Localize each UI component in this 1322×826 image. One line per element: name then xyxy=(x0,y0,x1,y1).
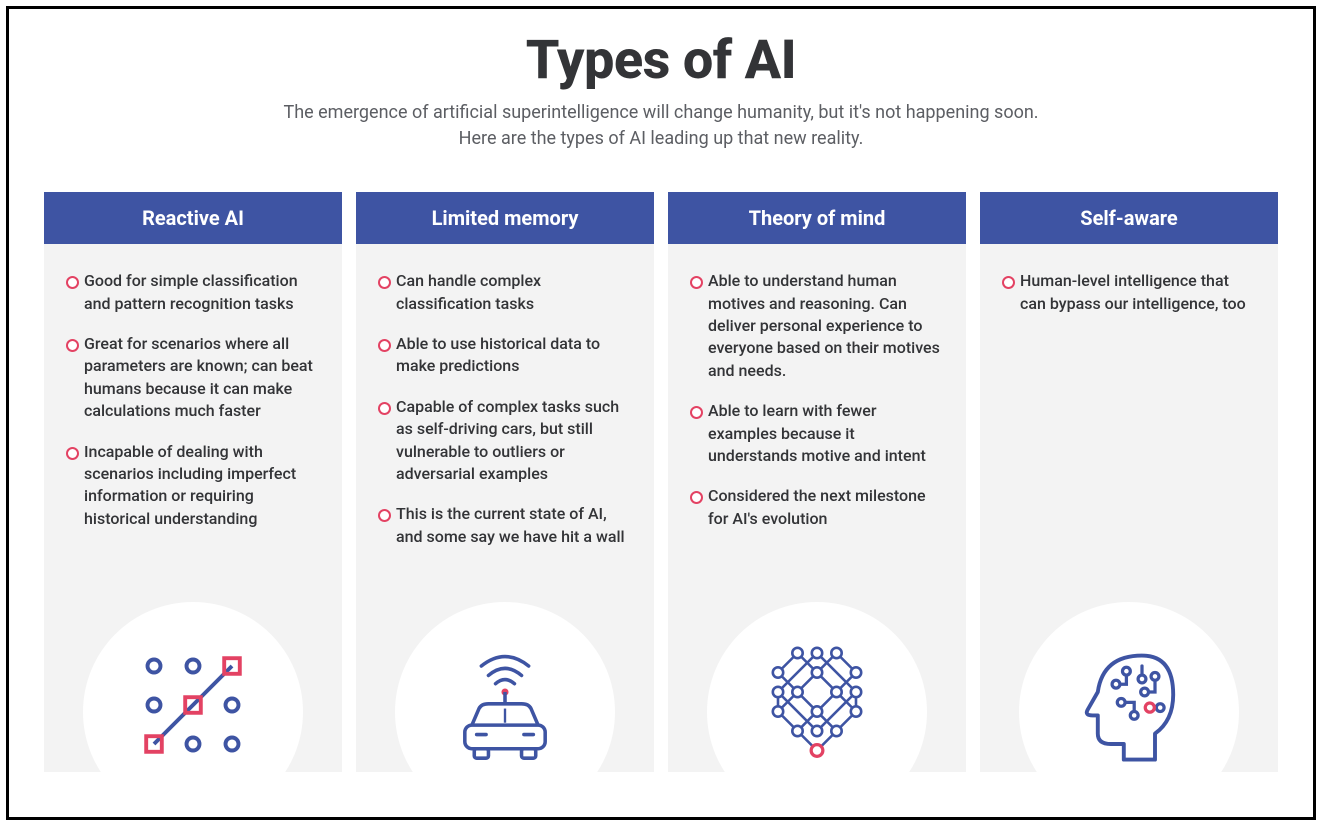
bullet-item: Considered the next milestone for AI's e… xyxy=(690,485,944,530)
subtitle-line-2: Here are the types of AI leading up that… xyxy=(459,128,864,149)
bullet-item: Good for simple classification and patte… xyxy=(66,270,320,315)
pattern-dots-icon xyxy=(128,640,258,770)
bullet-item: Capable of complex tasks such as self-dr… xyxy=(378,396,632,486)
bullet-item: Able to use historical data to make pred… xyxy=(378,333,632,378)
circuit-head-icon xyxy=(1064,640,1194,770)
bullet-item: Incapable of dealing with scenarios incl… xyxy=(66,441,320,531)
bullet-item: This is the current state of AI, and som… xyxy=(378,503,632,548)
bullet-item: Able to understand human motives and rea… xyxy=(690,270,944,382)
subtitle-line-1: The emergence of artificial superintelli… xyxy=(283,102,1038,123)
column-header: Reactive AI xyxy=(44,192,342,244)
bullet-list: Good for simple classification and patte… xyxy=(66,270,320,530)
column-reactive-ai: Reactive AI Good for simple classificati… xyxy=(44,192,342,772)
column-header: Limited memory xyxy=(356,192,654,244)
page-subtitle: The emergence of artificial superintelli… xyxy=(44,100,1278,152)
column-self-aware: Self-aware Human-level intelligence that… xyxy=(980,192,1278,772)
column-theory-of-mind: Theory of mind Able to understand human … xyxy=(668,192,966,772)
column-limited-memory: Limited memory Can handle complex classi… xyxy=(356,192,654,772)
self-driving-car-icon xyxy=(440,640,570,770)
bullet-item: Great for scenarios where all parameters… xyxy=(66,333,320,423)
bullet-list: Can handle complex classification tasks … xyxy=(378,270,632,548)
column-header: Self-aware xyxy=(980,192,1278,244)
bullet-list: Able to understand human motives and rea… xyxy=(690,270,944,530)
bullet-item: Can handle complex classification tasks xyxy=(378,270,632,315)
bullet-item: Able to learn with fewer examples becaus… xyxy=(690,400,944,467)
bullet-list: Human-level intelligence that can bypass… xyxy=(1002,270,1256,315)
bullet-item: Human-level intelligence that can bypass… xyxy=(1002,270,1256,315)
page-title: Types of AI xyxy=(44,29,1278,92)
infographic-frame: Types of AI The emergence of artificial … xyxy=(6,6,1316,820)
columns-container: Reactive AI Good for simple classificati… xyxy=(44,192,1278,772)
neural-net-icon xyxy=(752,640,882,770)
column-header: Theory of mind xyxy=(668,192,966,244)
